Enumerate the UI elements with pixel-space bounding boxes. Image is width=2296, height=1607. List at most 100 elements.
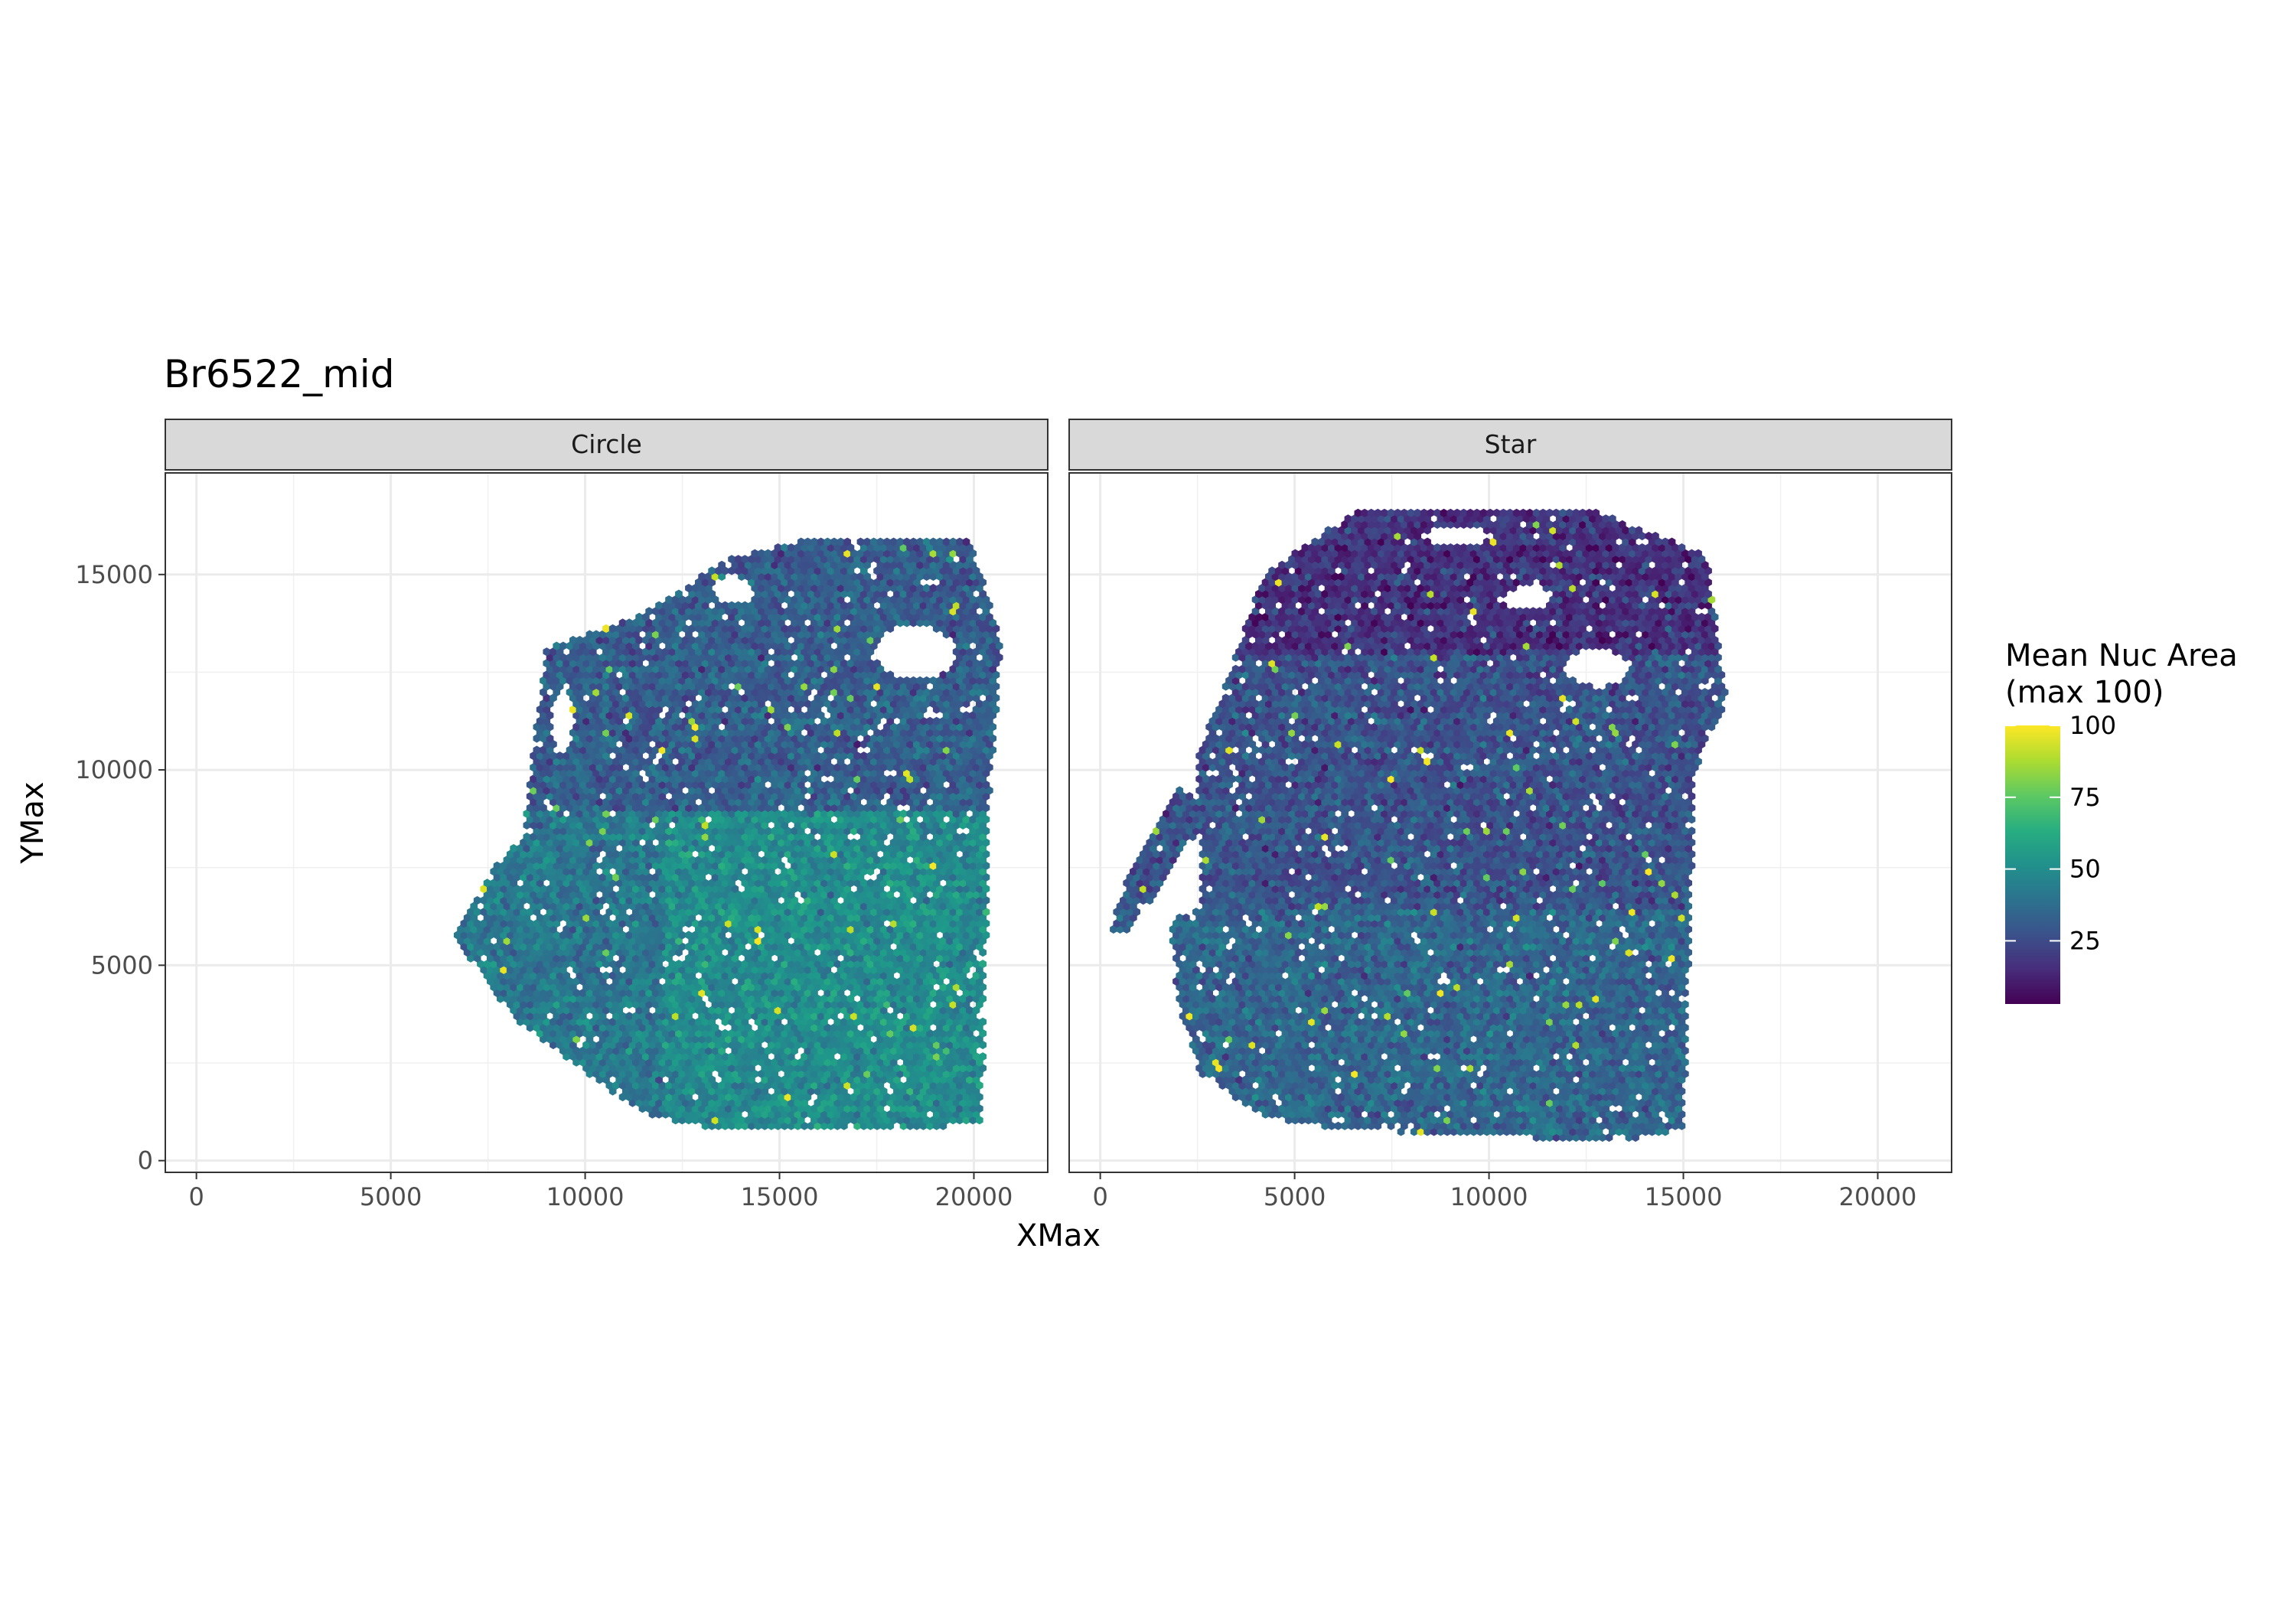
hexbin-cell: [658, 1012, 667, 1021]
hexbin-cell: [754, 1087, 762, 1096]
hexbin-cell: [817, 976, 825, 986]
hexbin-cell: [761, 994, 769, 1003]
hexbin-cell: [718, 1012, 726, 1021]
hexbin-cell: [942, 1069, 951, 1078]
hexbin-cell: [906, 1087, 914, 1096]
hexbin-cell: [932, 1006, 941, 1015]
hexbin-cell: [533, 1000, 541, 1009]
hexbin-cell: [701, 1064, 709, 1073]
hexbin-cell: [748, 1028, 755, 1038]
hexbin-cell: [840, 1098, 848, 1107]
hexbin-cell: [506, 988, 514, 998]
hexbin-cell: [876, 965, 885, 974]
hexbin-cell: [638, 1081, 647, 1090]
hexbin-cell: [665, 1104, 673, 1113]
hexbin-cell: [764, 1081, 772, 1090]
hexbin-cell: [820, 1052, 828, 1061]
hexbin-cell: [807, 1064, 815, 1073]
hexbin-cell: [837, 965, 845, 974]
hexbin-cell: [681, 1040, 690, 1050]
hexbin-cell: [859, 1075, 868, 1084]
hexbin-cell: [879, 1121, 888, 1130]
hexbin-cell: [734, 1006, 742, 1015]
hexbin-cell: [787, 983, 795, 992]
hexbin-cell: [688, 1098, 696, 1107]
hexbin-cell: [764, 1035, 772, 1044]
hexbin-cell: [869, 1012, 878, 1021]
hexbin-cell: [913, 971, 921, 980]
hexbin-cell: [804, 1081, 812, 1090]
hexbin-cell: [724, 965, 732, 974]
hexbin-cell: [873, 1028, 881, 1038]
hexbin-cell: [585, 1035, 594, 1044]
hexbin-cell: [728, 1064, 735, 1073]
hexbin-cell: [768, 994, 775, 1003]
hexbin-cell: [883, 1035, 891, 1044]
hexbin-cell: [651, 1023, 660, 1032]
hexbin-cell: [879, 1064, 888, 1073]
hexbin-cell: [830, 1023, 838, 1032]
hexbin-cell: [820, 1087, 828, 1096]
hexbin-cell: [768, 1121, 775, 1130]
hexbin-cell: [774, 1110, 782, 1119]
hexbin-cell: [771, 1104, 778, 1113]
hexbin-cell: [896, 1000, 905, 1009]
hexbin-cell: [823, 1069, 832, 1078]
hexbin-cell: [708, 1075, 716, 1084]
hexbin-cell: [592, 1046, 600, 1055]
hexbin-cell: [648, 1052, 657, 1061]
hexbin-cell: [952, 1087, 960, 1096]
hexbin-cell: [866, 1098, 875, 1107]
hexbin-cell: [612, 1046, 620, 1055]
hexbin-cell: [615, 1075, 624, 1084]
hexbin-cell: [837, 976, 845, 986]
hexbin-cell: [671, 1035, 680, 1044]
hexbin-cell: [728, 1121, 735, 1130]
hexbin-cell: [595, 994, 604, 1003]
hexbin-cell: [939, 971, 947, 980]
hexbin-cell: [850, 1035, 858, 1044]
hexbin-cell: [913, 1052, 921, 1061]
hexbin-cell: [651, 1104, 660, 1113]
hexbin-cell: [685, 1069, 693, 1078]
hexbin-cell: [612, 988, 620, 998]
hexbin-cell: [563, 1028, 570, 1038]
hexbin-cell: [810, 1058, 818, 1067]
hexbin-cell: [731, 965, 739, 974]
hexbin-cell: [969, 1116, 977, 1125]
hexbin-cell: [926, 1006, 934, 1015]
hexbin-cell: [605, 1046, 614, 1055]
hexbin-cell: [691, 1035, 700, 1044]
hexbin-cell: [929, 965, 938, 974]
hexbin-cell: [572, 1058, 580, 1067]
hexbin-cell: [698, 988, 706, 998]
hexbin-cell: [566, 1035, 574, 1044]
hexbin-cell: [827, 1006, 835, 1015]
hexbin-cell: [497, 971, 504, 980]
hexbin-cell: [695, 1017, 703, 1026]
hexbin-cell: [569, 994, 577, 1003]
hexbin-cell: [711, 1116, 719, 1125]
hexbin-cell: [781, 1006, 788, 1015]
hexbin-cell: [572, 1035, 580, 1044]
hexbin-cell: [728, 1040, 735, 1050]
hexbin-cell: [553, 1035, 561, 1044]
hexbin-cell: [533, 965, 541, 974]
hexbin-cell: [540, 1035, 547, 1044]
hexbin-cell: [510, 1006, 517, 1015]
hexbin-cell: [708, 1006, 716, 1015]
hexbin-cell: [579, 1058, 587, 1067]
hexbin-cell: [889, 1000, 898, 1009]
hexbin-cell: [909, 1093, 918, 1102]
hexbin-cell: [820, 971, 828, 980]
hexbin-cell: [671, 1069, 680, 1078]
hexbin-cell: [675, 971, 683, 980]
hexbin-cell: [837, 1000, 845, 1009]
hexbin-cell: [645, 1000, 653, 1009]
hexbin-cell: [866, 1075, 875, 1084]
hexbin-cell: [952, 1017, 960, 1026]
hexbin-cell: [668, 1006, 677, 1015]
hexbin-cell: [966, 1075, 974, 1084]
hexbin-cell: [794, 1110, 802, 1119]
hexbin-cell: [962, 1116, 970, 1125]
